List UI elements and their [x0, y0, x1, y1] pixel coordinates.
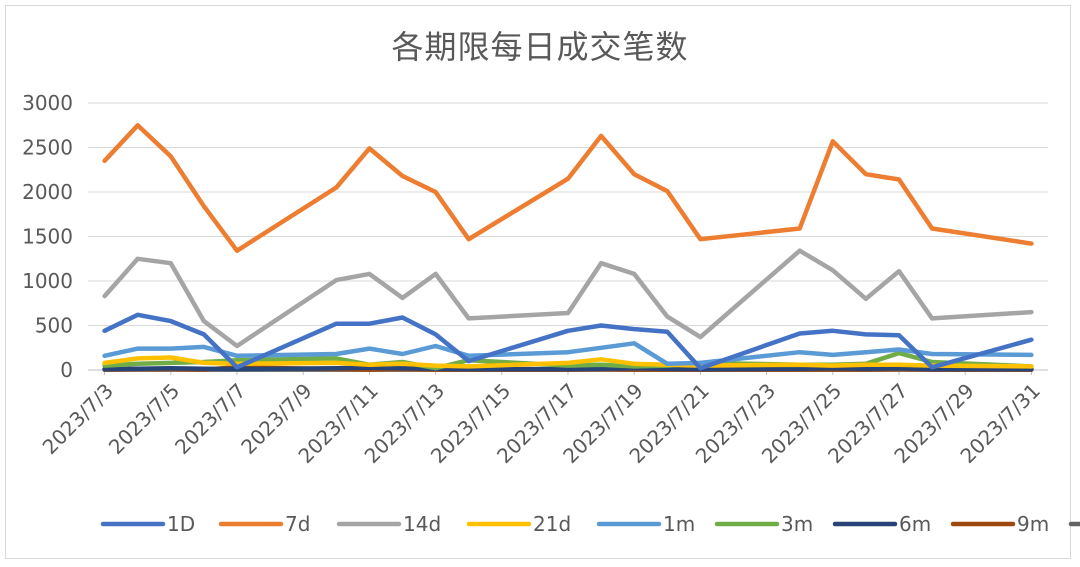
y-axis-ticks: 0 500 1000 1500 2000 2500 3000: [22, 91, 73, 382]
x-tick-label: 2023/7/3: [38, 379, 118, 459]
legend-label-6m: 6m: [899, 512, 931, 536]
y-tick-label: 1000: [22, 269, 73, 293]
series-line-14d: [102, 248, 1034, 349]
y-tick-label: 0: [60, 358, 73, 382]
legend-label-1d: 1D: [167, 512, 195, 536]
y-tick-label: 2500: [22, 136, 73, 160]
legend-label-9m: 9m: [1017, 512, 1049, 536]
legend-label-1m: 1m: [663, 512, 695, 536]
series-lines: [102, 123, 1034, 372]
series-line-1m: [102, 341, 1034, 367]
y-tick-label: 500: [35, 314, 73, 338]
series-line-7d: [102, 123, 1034, 253]
x-tick-label: 2023/7/7: [170, 379, 250, 459]
y-tick-label: 1500: [22, 225, 73, 249]
series-line-21d: [102, 355, 1034, 369]
series-line-1d: [102, 312, 1034, 371]
legend-label-21d: 21d: [533, 512, 571, 536]
y-tick-label: 2000: [22, 180, 73, 204]
series-line-6m: [102, 365, 1034, 372]
chart-title: 各期限每日成交笔数: [391, 28, 689, 66]
legend-label-14d: 14d: [403, 512, 441, 536]
legend-label-3m: 3m: [781, 512, 813, 536]
legend-label-7d: 7d: [285, 512, 310, 536]
x-axis-ticks: 2023/7/32023/7/52023/7/72023/7/92023/7/1…: [38, 370, 1045, 468]
x-tick-label: 2023/7/5: [104, 379, 184, 459]
legend: 1D7d14d21d1m3m6m9m1y: [100, 512, 1080, 536]
y-tick-label: 3000: [22, 91, 73, 115]
